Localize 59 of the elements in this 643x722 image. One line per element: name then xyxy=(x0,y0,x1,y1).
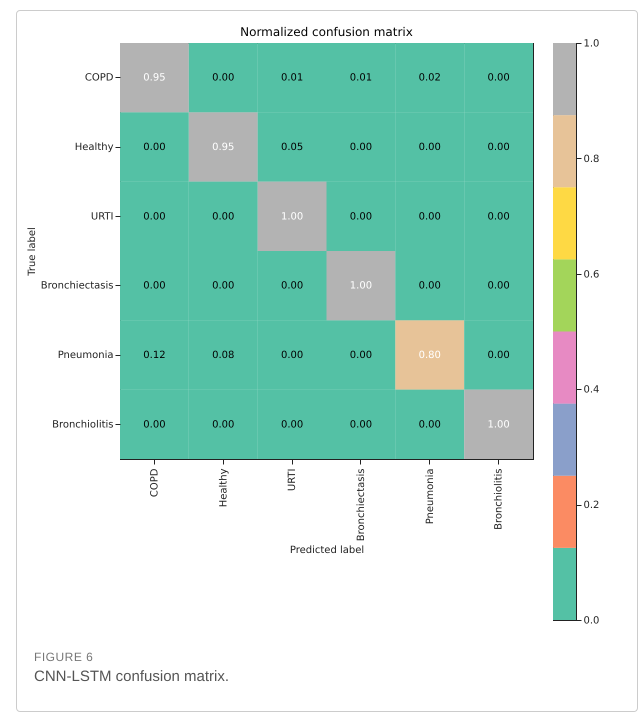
data-label: 0.00 xyxy=(487,72,510,84)
x-tick-label: Healthy xyxy=(218,468,230,508)
data-label: 0.00 xyxy=(280,280,304,292)
x-tick-label: Bronchiolitis xyxy=(494,468,505,530)
caption: FIGURE 6 xyxy=(34,650,94,664)
y-tick-label: Bronchiectasis xyxy=(40,280,114,292)
data-label: 0.00 xyxy=(350,142,372,153)
data-label: 0.00 xyxy=(143,419,166,430)
data-label: 0.95 xyxy=(143,72,166,84)
x-axis-title: Predicted label xyxy=(290,545,364,556)
x-tick-label: Pneumonia xyxy=(424,468,436,524)
data-label: 0.00 xyxy=(487,211,510,222)
data-label: 0.12 xyxy=(143,350,166,361)
y-tick-label: Healthy xyxy=(74,142,114,153)
data-label: 0.00 xyxy=(487,350,510,361)
color-bar-label: 0.8 xyxy=(584,154,600,165)
data-label: 0.00 xyxy=(350,350,372,361)
data-label: 0.00 xyxy=(418,280,441,292)
y-tick-label: COPD xyxy=(84,72,114,84)
data-label: 0.00 xyxy=(487,142,510,153)
data-label: 0.00 xyxy=(418,142,441,153)
data-label: 0.00 xyxy=(418,211,441,222)
data-label: 0.00 xyxy=(280,419,304,430)
data-label: 0.00 xyxy=(143,142,166,153)
data-label: 0.00 xyxy=(280,350,304,361)
data-label: 1.00 xyxy=(350,280,372,292)
data-label: 0.00 xyxy=(350,211,372,222)
data-label: 0.80 xyxy=(418,350,441,361)
data-label: 0.00 xyxy=(212,211,234,222)
y-tick-label: Pneumonia xyxy=(58,350,114,361)
color-bar-label: 0.0 xyxy=(584,616,600,626)
y-tick-label: URTI xyxy=(90,211,114,222)
data-label: 0.02 xyxy=(418,72,441,84)
text: CNN-LSTM confusion matrix. xyxy=(34,668,230,685)
data-label: 1.00 xyxy=(280,211,304,222)
x-tick-label: Bronchiectasis xyxy=(356,468,367,542)
x-tick-label: URTI xyxy=(287,468,298,492)
data-label: 0.00 xyxy=(143,211,166,222)
y-tick-label: Bronchiolitis xyxy=(52,419,114,430)
y-axis-title: True label xyxy=(26,227,38,277)
data-label: 0.01 xyxy=(350,72,372,84)
data-label: 0.00 xyxy=(212,419,234,430)
color-bar-label: 0.2 xyxy=(584,500,600,512)
chart-title: Normalized confusion matrix xyxy=(240,25,413,39)
data-label: 0.00 xyxy=(487,280,510,292)
data-label: 0.01 xyxy=(280,72,304,84)
data-label: 0.05 xyxy=(280,142,304,153)
x-tick-label: COPD xyxy=(149,468,160,498)
color-bar-label: 0.6 xyxy=(584,269,600,280)
data-label: 0.08 xyxy=(212,350,234,361)
color-bar-label: 0.4 xyxy=(584,384,600,396)
data-label: 0.00 xyxy=(350,419,372,430)
color-bar-label: 1.0 xyxy=(584,38,600,50)
data-label: 0.00 xyxy=(143,280,166,292)
data-label: 1.00 xyxy=(487,419,510,430)
data-label: 0.95 xyxy=(212,142,234,153)
data-label: 0.00 xyxy=(212,280,234,292)
data-label: 0.00 xyxy=(212,72,234,84)
data-label: 0.00 xyxy=(418,419,441,430)
